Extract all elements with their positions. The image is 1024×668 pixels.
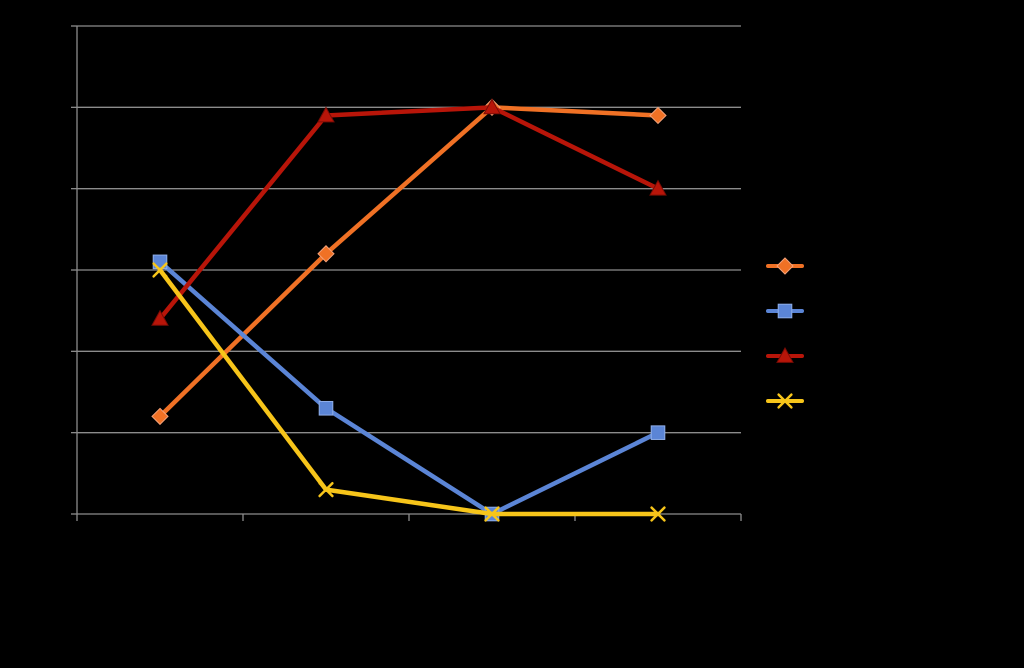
data-point <box>650 506 666 522</box>
data-point <box>152 262 168 278</box>
legend <box>766 257 804 409</box>
data-point <box>317 245 335 263</box>
legend-marker <box>776 346 794 363</box>
data-point <box>318 481 334 498</box>
legend-entry <box>766 393 804 409</box>
legend-entry <box>766 257 804 275</box>
series-line <box>157 105 661 322</box>
legend-entry <box>766 303 804 319</box>
data-point <box>151 407 169 426</box>
data-point <box>483 98 501 115</box>
legend-entry <box>766 346 804 363</box>
data-point <box>649 106 667 125</box>
x-marker-stroke <box>484 506 500 522</box>
legend-marker <box>777 393 793 409</box>
x-marker-stroke <box>152 262 168 278</box>
data-point <box>649 179 667 196</box>
series-1 <box>151 98 667 426</box>
series-3 <box>151 98 667 326</box>
data-point <box>484 506 500 522</box>
legend-marker <box>776 257 794 275</box>
data-point <box>317 106 335 123</box>
x-marker-stroke <box>777 393 793 409</box>
data-point <box>151 309 169 326</box>
x-marker-stroke <box>650 506 666 522</box>
legend-marker <box>777 303 793 319</box>
data-point <box>318 400 334 416</box>
x-marker-stroke <box>318 481 334 498</box>
series-line <box>157 267 661 517</box>
series-2 <box>152 254 666 522</box>
gridlines <box>77 25 741 434</box>
series-line <box>157 259 661 517</box>
series-4 <box>152 262 666 522</box>
plot-series <box>151 98 667 522</box>
data-point <box>650 425 666 440</box>
